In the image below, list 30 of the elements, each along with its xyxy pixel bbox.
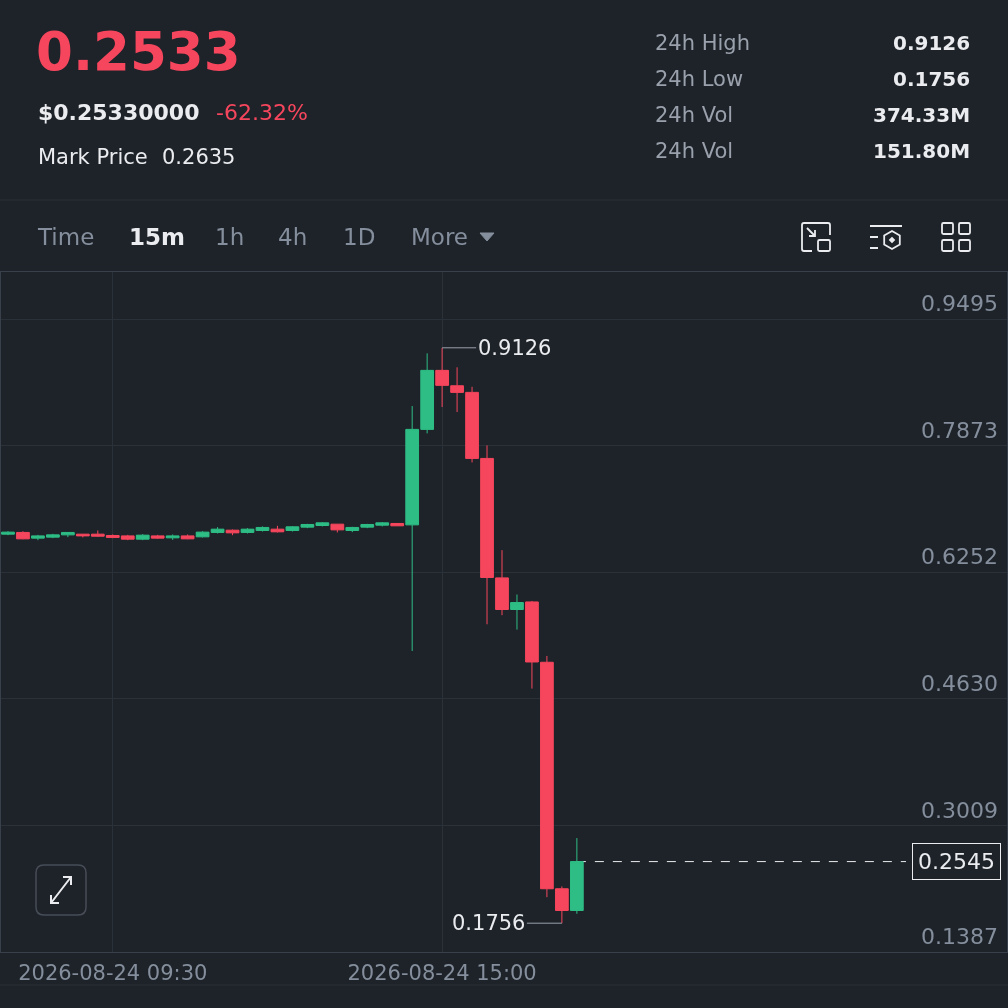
text: 15m bbox=[129, 224, 185, 250]
text: 374.33M bbox=[873, 103, 971, 127]
y-tick-label: 0.1387 bbox=[920, 924, 998, 950]
annotation: 0.9126 bbox=[478, 336, 552, 360]
y-tick-label: 0.6252 bbox=[920, 544, 998, 570]
ref-line-label: 0.2545 bbox=[918, 849, 995, 874]
text: 24h Vol bbox=[655, 103, 734, 127]
text: 24h Low bbox=[655, 67, 744, 91]
annotation: 0.1756 bbox=[452, 911, 526, 935]
y-tick-label: 0.3009 bbox=[920, 797, 998, 823]
text: Time bbox=[37, 224, 95, 250]
y-tick-label: 0.4630 bbox=[920, 671, 998, 697]
text: 1D bbox=[343, 224, 376, 250]
text: 151.80M bbox=[873, 139, 971, 163]
text: Mark Price bbox=[38, 145, 148, 169]
chart-title: 0.2533 bbox=[36, 20, 241, 82]
y-tick-label: 0.9495 bbox=[920, 291, 998, 317]
text: $0.25330000 bbox=[38, 100, 200, 125]
y-tick-label: 0.7873 bbox=[920, 417, 998, 443]
text: 24h High bbox=[655, 31, 750, 55]
x-tick-label: 2026-08-24 09:30 bbox=[18, 961, 208, 986]
text: 0.1756 bbox=[893, 67, 971, 91]
text: -62.32% bbox=[216, 100, 308, 125]
x-tick-label: 2026-08-24 15:00 bbox=[347, 961, 537, 986]
text: More bbox=[411, 224, 469, 250]
text: 0.2635 bbox=[162, 145, 236, 169]
text: 24h Vol bbox=[655, 139, 734, 163]
text: 0.9126 bbox=[893, 31, 971, 55]
text: 4h bbox=[278, 224, 308, 250]
text: 1h bbox=[215, 224, 245, 250]
